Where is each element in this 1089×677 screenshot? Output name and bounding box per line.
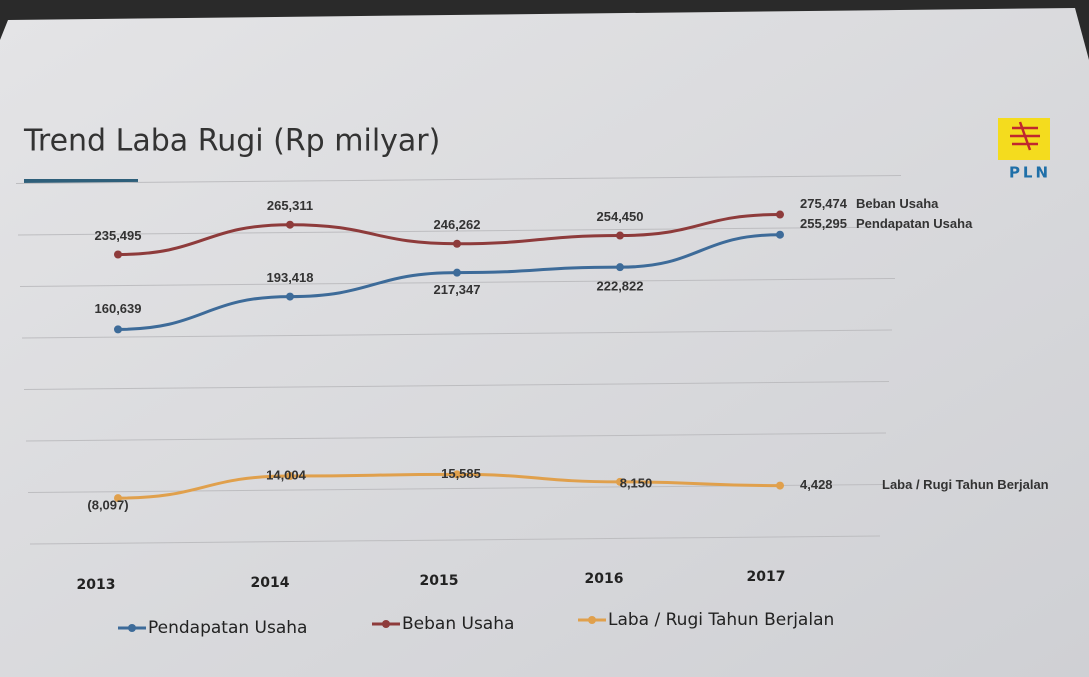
point [776, 210, 784, 219]
series-end-label: Beban Usaha [856, 196, 939, 211]
legend-label: Pendapatan Usaha [148, 618, 307, 638]
point [453, 239, 461, 248]
grid-line [21, 329, 893, 339]
value-label: 8,150 [620, 475, 653, 490]
title-underline [24, 179, 138, 183]
grid-line [23, 381, 890, 390]
chart-title: Trend Laba Rugi (Rp milyar) [23, 124, 440, 159]
grid-line [17, 226, 899, 236]
value-label: 246,262 [434, 217, 481, 232]
point [616, 263, 624, 272]
logo-mark [998, 118, 1050, 160]
grid-line [29, 535, 881, 545]
legend-label: Laba / Rugi Tahun Berjalan [608, 610, 834, 630]
value-label: 4,428 [800, 477, 833, 492]
point [286, 292, 294, 301]
slide [0, 8, 1089, 677]
series-end-label: Pendapatan Usaha [856, 216, 973, 231]
series-end-label: Laba / Rugi Tahun Berjalan [882, 477, 1049, 492]
x-tick-label: 2016 [585, 571, 624, 587]
point [616, 477, 624, 486]
value-label: 255,295 [800, 216, 847, 231]
point [114, 250, 122, 259]
value-label: 193,418 [267, 270, 314, 285]
point [286, 471, 294, 480]
x-tick-label: 2014 [251, 575, 290, 591]
logo-bolt [1010, 121, 1040, 151]
value-label: 217,347 [434, 282, 481, 297]
value-label: 275,474 [800, 196, 848, 211]
legend-marker [128, 624, 136, 632]
value-label: 265,311 [267, 198, 313, 213]
legend-marker [382, 620, 390, 628]
value-label: 235,495 [95, 228, 142, 243]
logo-text: PLN [1009, 164, 1051, 182]
value-label: 14,004 [266, 467, 307, 482]
point [114, 325, 122, 334]
point [776, 230, 784, 239]
value-label: 15,585 [441, 466, 481, 481]
legend-label: Beban Usaha [402, 614, 514, 634]
grid-line [25, 432, 887, 442]
value-label: (8,097) [87, 498, 128, 513]
value-label: 160,639 [95, 301, 142, 316]
value-label: 254,450 [597, 209, 644, 224]
value-label: 222,822 [597, 279, 644, 294]
point [286, 220, 294, 229]
legend-marker [588, 616, 596, 624]
grid-line [19, 278, 896, 287]
grid-line [15, 175, 902, 184]
point [776, 481, 784, 490]
point [616, 231, 624, 240]
point [114, 494, 122, 503]
x-tick-label: 2017 [747, 569, 786, 585]
point [453, 470, 461, 479]
x-tick-label: 2015 [420, 573, 459, 589]
x-tick-label: 2013 [77, 577, 116, 593]
point [453, 268, 461, 277]
